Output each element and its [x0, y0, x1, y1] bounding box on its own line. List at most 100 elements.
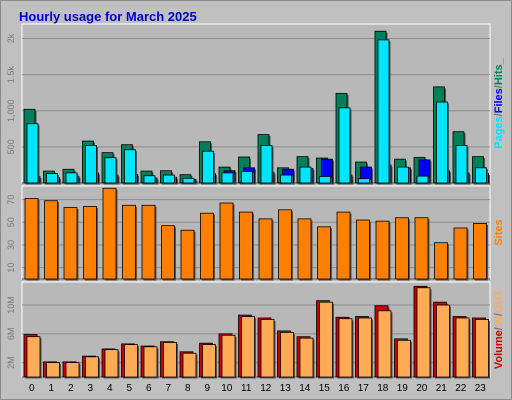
ytick-label: 10M — [6, 296, 16, 314]
xtick-label: 16 — [338, 383, 350, 394]
bar-pages — [358, 178, 370, 184]
bar-pages — [26, 123, 39, 184]
bar-volume-in — [299, 337, 314, 378]
legend-segment: IN — [493, 316, 505, 327]
vertical-legend-hits-files-pages: Pages/Files/Hits_ — [493, 57, 505, 148]
xtick-label: 1 — [48, 383, 54, 394]
bar-volume-in — [377, 310, 392, 378]
bar-sites — [336, 211, 351, 280]
bar-sites — [239, 211, 253, 280]
chart-title: Hourly usage for March 2025 — [19, 9, 197, 24]
ytick-label: 2k — [6, 33, 16, 43]
bar-pages — [397, 166, 409, 184]
legend-segment: Hits — [493, 64, 505, 85]
legend-segment: Files — [493, 88, 505, 113]
bar-volume-in — [85, 356, 99, 378]
bar-pages — [377, 39, 390, 184]
bar-sites — [395, 217, 409, 280]
xtick-label: 12 — [260, 383, 272, 394]
bar-pages — [104, 157, 117, 184]
bar-volume-in — [65, 362, 80, 378]
bar-volume-in — [260, 319, 275, 378]
bar-sites — [356, 219, 370, 280]
xtick-label: 3 — [87, 383, 93, 394]
xtick-label: 21 — [436, 383, 448, 394]
xtick-label: 11 — [241, 383, 252, 394]
bar-volume-in — [319, 301, 333, 378]
panel-sites-area — [21, 185, 491, 280]
legend-segment: Sites — [493, 219, 505, 245]
bar-sites — [297, 218, 312, 280]
bar-pages — [85, 145, 97, 184]
legend-segment: / — [493, 313, 505, 316]
xtick-label: 9 — [204, 383, 210, 394]
ytick-label: 500 — [6, 139, 16, 154]
bar-sites — [317, 226, 331, 280]
bar-sites — [63, 207, 78, 280]
bar-sites — [83, 206, 97, 280]
bar-volume-in — [182, 352, 197, 378]
bar-sites — [434, 242, 448, 280]
ytick-label: 1.5k — [6, 66, 16, 84]
ytick-label: 6M — [6, 328, 16, 341]
bar-sites — [122, 204, 136, 280]
bar-sites — [161, 225, 175, 280]
legend-segment: / — [493, 85, 505, 88]
xtick-label: 17 — [358, 383, 370, 394]
bar-volume-in — [124, 344, 138, 378]
bar-pages — [124, 149, 136, 184]
legend-segment: OUT — [493, 290, 505, 314]
bar-volume-in — [221, 334, 236, 378]
bar-pages — [436, 101, 448, 184]
bar-pages — [143, 175, 156, 184]
bar-volume-in — [280, 331, 294, 378]
bar-volume-in — [338, 318, 353, 378]
legend-segment: Pages — [493, 116, 505, 148]
bar-sites — [180, 229, 195, 280]
bar-pages — [46, 173, 58, 184]
ytick-label: 30 — [6, 240, 16, 250]
bar-sites — [278, 209, 292, 280]
bar-volume-in — [241, 316, 255, 378]
bar-volume-in — [455, 317, 470, 378]
xtick-label: 20 — [416, 383, 428, 394]
ytick-label: 1,000 — [6, 99, 16, 122]
bar-pages — [221, 172, 234, 184]
bar-pages — [280, 174, 292, 184]
vertical-legend-sites: Sites — [493, 219, 505, 245]
legend-segment: / — [493, 113, 505, 116]
xtick-label: 2 — [68, 383, 74, 394]
xtick-label: 6 — [146, 383, 152, 394]
xtick-label: 23 — [475, 383, 487, 394]
legend-segment: Volume — [493, 330, 505, 369]
legend-segment: _ — [493, 57, 505, 65]
bar-pages — [260, 145, 273, 184]
vertical-legend-volume: Volume/IN/OUT — [493, 290, 505, 370]
xtick-label: 0 — [29, 383, 35, 394]
panel-hits-files-pages-area — [21, 23, 491, 184]
bar-sites — [141, 204, 156, 280]
bar-pages — [416, 175, 429, 184]
bar-pages — [182, 177, 195, 184]
bar-volume-in — [436, 304, 450, 378]
bar-volume-in — [26, 336, 41, 378]
bar-volume-in — [46, 362, 60, 378]
bar-volume-in — [416, 287, 431, 378]
bar-volume-in — [397, 339, 411, 378]
bar-volume-in — [163, 342, 177, 378]
bar-volume-in — [143, 346, 158, 378]
xtick-label: 22 — [455, 383, 467, 394]
bar-pages — [475, 167, 487, 184]
xtick-label: 5 — [126, 383, 132, 394]
bar-sites — [219, 202, 234, 280]
xtick-label: 15 — [319, 383, 331, 394]
bar-pages — [319, 176, 331, 184]
bar-sites — [453, 227, 468, 280]
xtick-label: 8 — [185, 383, 191, 394]
bar-volume-in — [104, 349, 119, 378]
bar-sites — [200, 212, 214, 280]
bar-sites — [473, 223, 487, 280]
ytick-label: 70 — [6, 195, 16, 205]
xtick-label: 14 — [299, 383, 311, 394]
